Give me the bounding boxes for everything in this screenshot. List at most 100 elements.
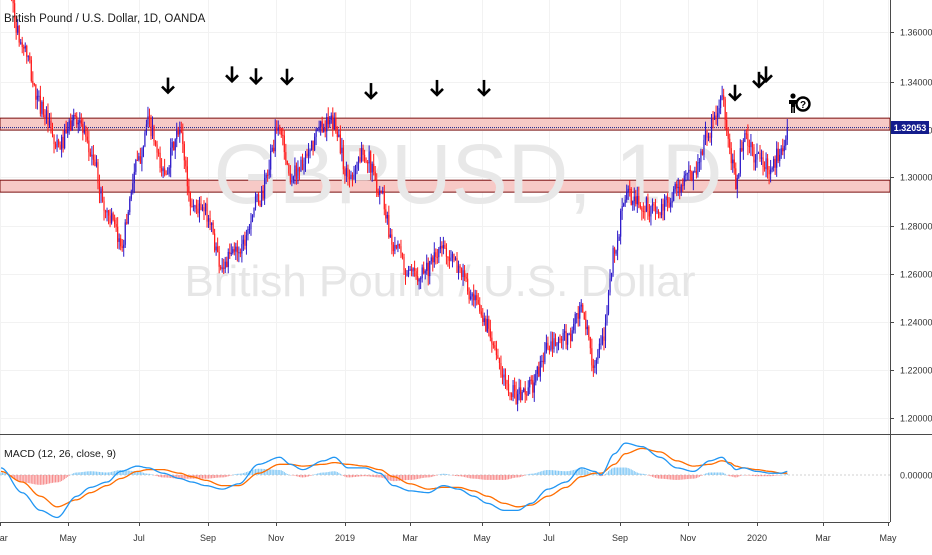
macd-histogram-bar <box>438 474 440 476</box>
macd-histogram-bar <box>677 474 679 480</box>
macd-histogram-bar <box>433 474 435 477</box>
price-tick-label: 1.26000 <box>900 270 932 280</box>
candle <box>139 147 141 164</box>
macd-histogram-bar <box>215 474 217 478</box>
macd-histogram-bar <box>500 474 502 480</box>
macd-histogram-bar <box>177 474 179 479</box>
candle <box>601 328 604 346</box>
macd-histogram-bar <box>300 474 302 478</box>
candle <box>633 187 635 211</box>
candle <box>639 202 641 210</box>
candle <box>706 129 708 146</box>
candle <box>383 185 385 216</box>
macd-histogram-bar <box>595 474 597 475</box>
candle <box>544 342 546 365</box>
macd-histogram-bar <box>305 474 307 478</box>
candle <box>359 148 361 164</box>
macd-histogram-bar <box>761 474 763 477</box>
candle <box>751 141 754 157</box>
candle <box>342 139 344 175</box>
macd-histogram-bar <box>389 474 391 481</box>
candle <box>268 159 270 179</box>
candle <box>691 170 693 182</box>
down-arrow-icon <box>161 77 175 95</box>
macd-histogram-bar <box>594 473 596 475</box>
candle <box>451 251 454 268</box>
macd-histogram-bar <box>461 474 463 477</box>
candle <box>198 196 201 223</box>
macd-histogram-bar <box>656 474 658 479</box>
candle <box>160 158 163 177</box>
macd-histogram-bar <box>364 474 366 477</box>
macd-histogram-bar <box>682 474 684 480</box>
macd-histogram-bar <box>579 468 581 475</box>
candle <box>11 0 13 2</box>
candle <box>217 237 219 253</box>
macd-histogram-bar <box>39 474 41 485</box>
macd-histogram-bar <box>120 470 122 475</box>
candle <box>195 199 198 215</box>
macd-histogram-bar <box>111 471 113 475</box>
macd-histogram-bar <box>114 471 116 475</box>
macd-histogram-bar <box>671 474 673 480</box>
candle <box>680 183 682 197</box>
macd-histogram-bar <box>473 474 475 479</box>
macd-histogram-bar <box>711 472 713 475</box>
candle <box>300 156 302 172</box>
macd-histogram-bar <box>29 474 31 484</box>
macd-histogram-bar <box>509 474 511 479</box>
candle <box>192 199 195 212</box>
macd-histogram-bar <box>344 474 346 477</box>
macd-histogram-bar <box>41 474 43 485</box>
candle <box>624 194 626 207</box>
candle <box>259 200 261 208</box>
candle <box>129 196 131 216</box>
macd-line <box>0 442 788 519</box>
macd-histogram-bar <box>112 471 114 475</box>
candle <box>779 148 781 167</box>
candle <box>760 149 763 166</box>
macd-histogram-bar <box>274 469 276 475</box>
candle <box>786 119 788 145</box>
macd-histogram-bar <box>583 469 585 475</box>
candle <box>201 204 204 212</box>
macd-histogram-bar <box>576 469 578 475</box>
macd-histogram-bar <box>77 472 79 475</box>
candle <box>235 242 237 260</box>
candle <box>285 143 287 166</box>
candle <box>574 311 576 334</box>
macd-histogram-bar <box>20 474 22 483</box>
macd-histogram-bar <box>624 467 626 475</box>
candle <box>24 42 26 53</box>
candle <box>214 228 216 253</box>
down-arrow-icon <box>225 66 239 84</box>
candle <box>677 177 679 197</box>
macd-histogram-bar <box>662 474 664 479</box>
macd-histogram-bar <box>786 473 788 475</box>
candle <box>189 191 191 216</box>
macd-histogram-bar <box>138 471 140 475</box>
macd-histogram-bar <box>521 474 523 477</box>
macd-histogram-bar <box>470 474 472 479</box>
candle <box>642 202 644 219</box>
macd-histogram-bar <box>353 474 355 478</box>
macd-histogram-bar <box>771 474 773 477</box>
macd-histogram-bar <box>570 470 572 475</box>
candle <box>147 106 149 128</box>
candle <box>704 121 707 146</box>
macd-histogram-bar <box>242 473 244 475</box>
macd-histogram-bar <box>694 474 696 479</box>
macd-histogram-bar <box>532 473 534 475</box>
macd-histogram-bar <box>420 474 422 479</box>
candle <box>674 182 676 194</box>
macd-histogram-bar <box>6 474 8 475</box>
macd-histogram-bar <box>689 474 691 479</box>
candle <box>112 211 114 222</box>
macd-histogram-bar <box>341 474 343 476</box>
macd-histogram-bar <box>464 474 466 478</box>
candle <box>264 169 266 205</box>
macd-histogram-bar <box>329 471 331 475</box>
candle <box>288 163 290 176</box>
candle <box>315 127 317 146</box>
macd-histogram-bar <box>418 474 420 479</box>
